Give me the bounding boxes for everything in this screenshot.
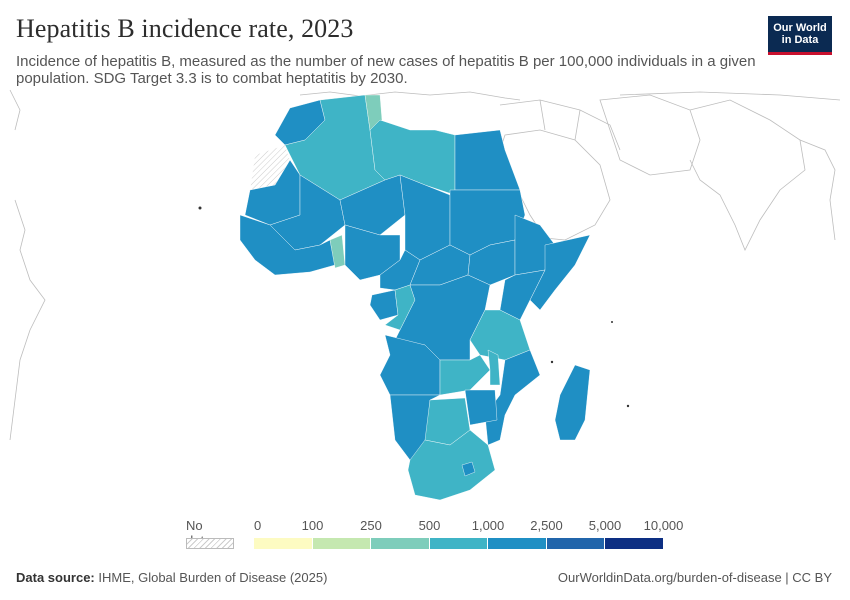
legend-bin-0-100[interactable] bbox=[254, 538, 313, 549]
island-comoros bbox=[550, 360, 554, 364]
legend-bin-5000-10000[interactable] bbox=[605, 538, 664, 549]
island-mauritius bbox=[626, 404, 630, 408]
legend-tick: 100 bbox=[301, 518, 324, 533]
island-seychelles bbox=[611, 321, 613, 323]
region-zambia[interactable] bbox=[439, 354, 491, 396]
chart-title: Hepatitis B incidence rate, 2023 bbox=[16, 14, 354, 43]
legend-tick: 10,000 bbox=[643, 518, 684, 533]
legend-bin-2500-5000[interactable] bbox=[546, 538, 605, 549]
footer-url[interactable]: OurWorldinData.org/burden-of-disease | C… bbox=[557, 570, 832, 585]
atlantic-coast-outline bbox=[9, 89, 21, 131]
middle-east-outline bbox=[499, 99, 621, 151]
legend-bin-250-500[interactable] bbox=[371, 538, 430, 549]
region-zimbabwe[interactable] bbox=[464, 389, 498, 426]
owid-logo[interactable]: Our World in Data bbox=[768, 16, 832, 55]
source-text: IHME, Global Burden of Disease (2025) bbox=[98, 570, 328, 585]
region-gabon[interactable] bbox=[369, 289, 399, 321]
legend-bin-1000-2500[interactable] bbox=[488, 538, 547, 549]
region-south-africa[interactable] bbox=[407, 429, 496, 501]
source-label: Data source: bbox=[16, 570, 95, 585]
region-malawi[interactable] bbox=[487, 349, 501, 386]
africa-choropleth-map bbox=[9, 89, 841, 501]
legend-ticks: 0 100 250 500 1,000 2,500 5,000 10,000 bbox=[254, 518, 683, 534]
legend-tick: 2,500 bbox=[530, 518, 563, 533]
background-countries bbox=[9, 89, 841, 441]
india-east-outline bbox=[799, 139, 836, 241]
legend-tick: 1,000 bbox=[471, 518, 505, 533]
americas-outline bbox=[9, 199, 46, 441]
region-tunisia[interactable] bbox=[364, 94, 383, 131]
logo-line-2: in Data bbox=[781, 34, 819, 46]
island-cape-verde bbox=[198, 206, 202, 210]
region-egypt[interactable] bbox=[454, 129, 521, 191]
iran-outline bbox=[599, 94, 701, 176]
legend-tick: 250 bbox=[360, 518, 382, 533]
south-asia-outline bbox=[689, 99, 806, 251]
logo-line-1: Our World bbox=[773, 22, 827, 34]
legend-bin-500-1000[interactable] bbox=[429, 538, 488, 549]
legend-no-data-swatch[interactable] bbox=[186, 538, 234, 549]
chart-subtitle: Incidence of hepatitis B, measured as th… bbox=[16, 53, 756, 87]
europe-outline bbox=[299, 91, 521, 101]
legend-tick: 500 bbox=[418, 518, 441, 533]
asia-north-outline bbox=[619, 91, 841, 101]
legend-tick: 5,000 bbox=[588, 518, 622, 533]
region-madagascar[interactable] bbox=[554, 364, 591, 441]
region-lesotho[interactable] bbox=[461, 461, 476, 477]
legend-color-bar bbox=[254, 538, 664, 549]
small-islands bbox=[198, 206, 630, 408]
footer-source: Data source: IHME, Global Burden of Dise… bbox=[16, 570, 327, 585]
legend-tick: 0 bbox=[254, 518, 262, 533]
countries bbox=[239, 94, 591, 501]
legend-bin-100-250[interactable] bbox=[312, 538, 371, 549]
